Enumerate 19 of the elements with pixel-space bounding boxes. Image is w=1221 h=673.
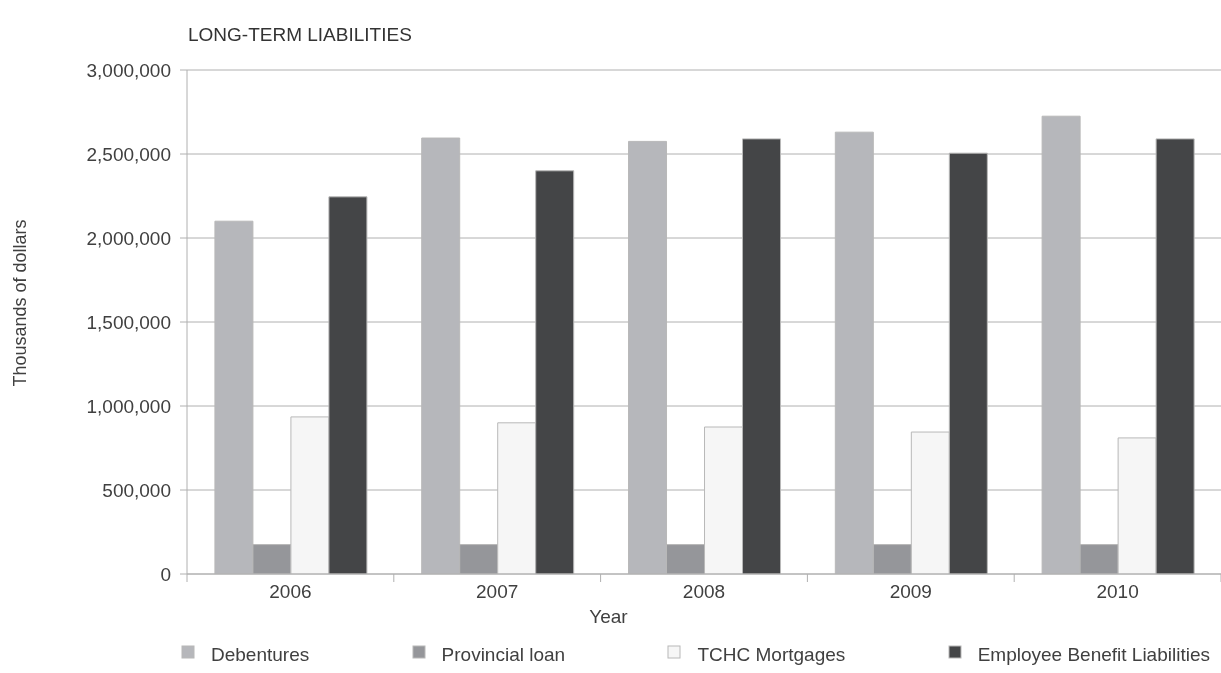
y-tick-label: 2,500,000 [86, 143, 171, 165]
y-tick-label: 1,000,000 [86, 395, 171, 417]
legend-label: Employee Benefit Liabilities [977, 643, 1210, 667]
legend-label: Provincial loan [441, 643, 566, 667]
y-tick-label: 0 [160, 563, 171, 585]
y-tick-label: 500,000 [102, 479, 171, 501]
legend-label: TCHC Mortgages [697, 643, 846, 667]
y-tick-label: 1,500,000 [86, 311, 171, 333]
y-tick-label: 3,000,000 [86, 59, 171, 81]
y-axis-title: Thousands of dollars [10, 219, 30, 387]
chart-title: LONG-TERM LIABILITIES [188, 24, 412, 45]
legend-label: Debentures [211, 643, 310, 667]
y-tick-label: 2,000,000 [86, 227, 171, 249]
x-tick-label: 2010 [1096, 581, 1139, 602]
x-tick-label: 2008 [682, 581, 726, 602]
x-tick-label: 2006 [269, 581, 312, 602]
x-axis-title: Year [589, 606, 629, 627]
x-tick-label: 2009 [889, 581, 932, 602]
x-tick-label: 2007 [476, 581, 519, 602]
